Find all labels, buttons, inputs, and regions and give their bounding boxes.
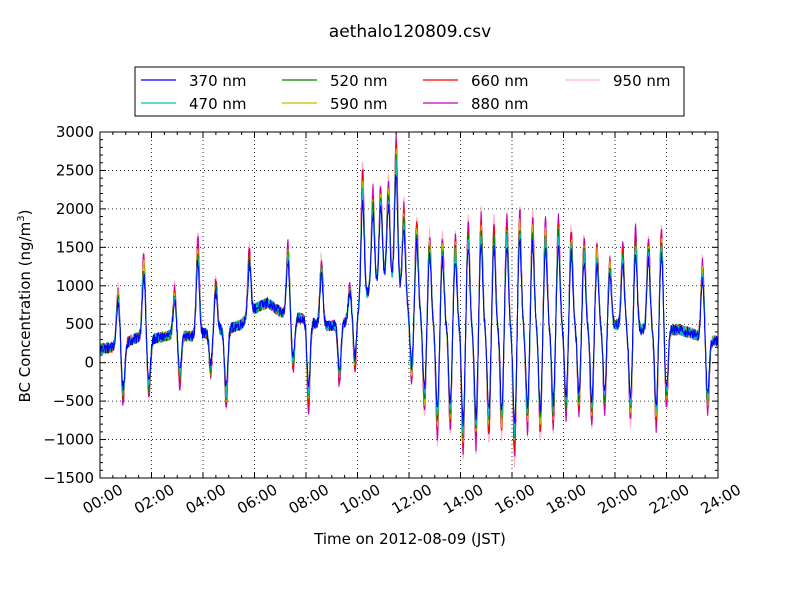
y-tick-label: −1000 — [43, 431, 94, 449]
legend: 370 nm 470 nm 520 nm 590 nm 660 nm 880 nm 950 … — [134, 66, 685, 117]
legend-entries: 370 nm 470 nm 520 nm 590 nm 660 nm 880 nm 950 … — [141, 72, 671, 113]
y-tick-label: −500 — [53, 392, 94, 410]
y-axis-label-end: ) — [16, 210, 34, 216]
chart-title: aethalo120809.csv — [329, 22, 491, 42]
x-axis-label: Time on 2012-08-09 (JST) — [313, 530, 506, 548]
y-tick-label: 0 — [84, 354, 94, 372]
legend-label: 520 nm — [330, 72, 388, 90]
y-axis-label-main: BC Concentration (ng/m — [16, 222, 34, 403]
y-tick-label: 1500 — [56, 238, 94, 256]
series-line-370-nm — [99, 174, 719, 427]
series-lines — [99, 131, 719, 468]
legend-label: 370 nm — [189, 72, 247, 90]
y-tick-labels: −1500 −1000 −500 0 500 1000 1500 2000 2500 3000 — [43, 123, 94, 487]
y-tick-label: 2500 — [56, 161, 94, 179]
legend-box — [134, 66, 685, 117]
legend-label: 950 nm — [613, 72, 671, 90]
legend-label: 660 nm — [471, 72, 529, 90]
axis-ticks — [99, 131, 719, 479]
legend-label: 880 nm — [471, 95, 529, 113]
y-tick-label: 1000 — [56, 277, 94, 295]
y-tick-label: 2000 — [56, 200, 94, 218]
y-tick-label: −1500 — [43, 469, 94, 487]
legend-label: 470 nm — [189, 95, 247, 113]
y-axis-label-superscript: 3 — [16, 215, 27, 221]
y-tick-label: 3000 — [56, 123, 94, 141]
legend-label: 590 nm — [330, 95, 388, 113]
y-axis-label: BC Concentration (ng/m3) — [16, 210, 34, 403]
y-tick-label: 500 — [65, 315, 94, 333]
